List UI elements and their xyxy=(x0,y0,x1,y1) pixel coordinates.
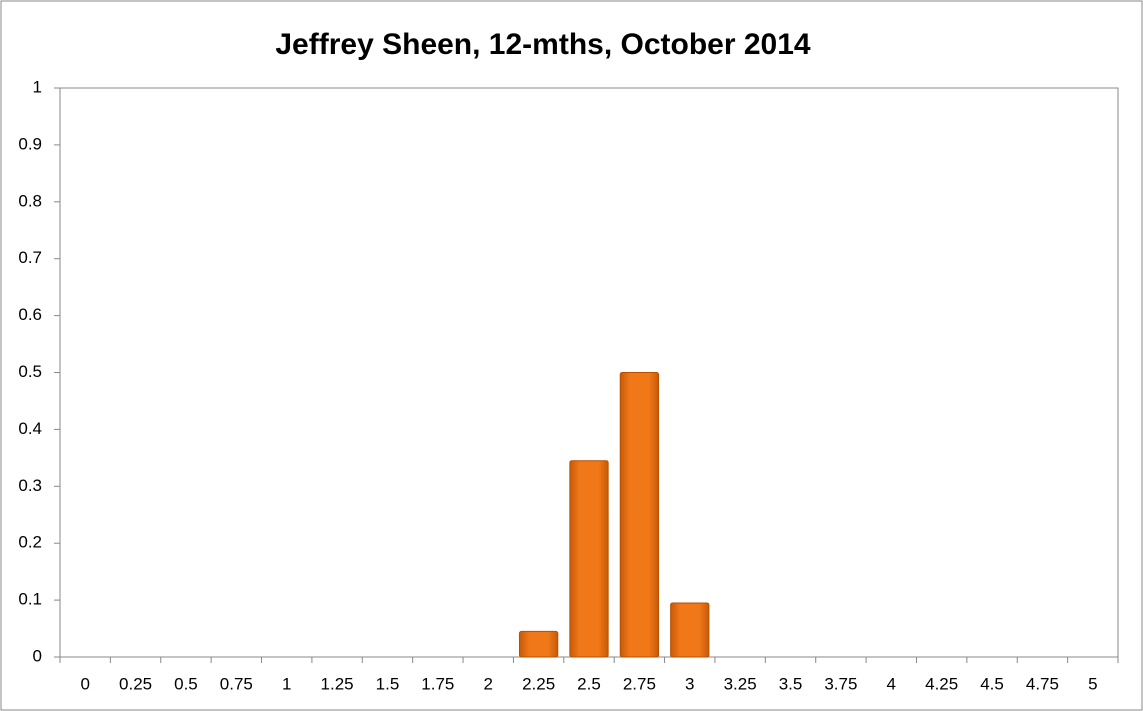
bar xyxy=(569,460,609,658)
y-tick-label: 0.6 xyxy=(18,305,42,324)
y-tick-label: 0.1 xyxy=(18,590,42,609)
x-tick-label: 0.75 xyxy=(220,674,253,693)
x-tick-label: 0.25 xyxy=(119,674,152,693)
x-tick-label: 5 xyxy=(1088,674,1097,693)
x-tick-label: 3.75 xyxy=(824,674,857,693)
x-tick-label: 0 xyxy=(80,674,89,693)
x-tick-label: 4.25 xyxy=(925,674,958,693)
y-tick-label: 0.9 xyxy=(18,134,42,153)
bar xyxy=(619,372,660,658)
x-tick-label: 3.5 xyxy=(779,674,803,693)
chart-title: Jeffrey Sheen, 12-mths, October 2014 xyxy=(275,28,811,61)
y-tick-label: 0.5 xyxy=(18,362,42,381)
x-tick-label: 2.5 xyxy=(577,674,601,693)
y-tick-label: 0.8 xyxy=(18,191,42,210)
y-tick-label: 0 xyxy=(33,646,42,665)
x-tick-label: 1.5 xyxy=(376,674,400,693)
x-tick-label: 1.75 xyxy=(421,674,454,693)
x-tick-label: 2 xyxy=(484,674,493,693)
x-tick-label: 4.5 xyxy=(980,674,1004,693)
x-tick-label: 2.25 xyxy=(522,674,555,693)
x-tick-label: 1 xyxy=(282,674,291,693)
y-tick-label: 0.7 xyxy=(18,248,42,267)
y-tick-label: 1 xyxy=(33,77,42,96)
bar xyxy=(670,602,710,658)
y-tick-label: 0.4 xyxy=(18,419,42,438)
y-tick-label: 0.3 xyxy=(18,476,42,495)
x-tick-label: 4.75 xyxy=(1026,674,1059,693)
y-tick-label: 0.2 xyxy=(18,533,42,552)
x-tick-label: 3.25 xyxy=(724,674,757,693)
x-tick-label: 4 xyxy=(887,674,896,693)
x-tick-label: 3 xyxy=(685,674,694,693)
x-tick-label: 0.5 xyxy=(174,674,198,693)
bar xyxy=(518,630,559,658)
x-tick-label: 2.75 xyxy=(623,674,656,693)
x-tick-label: 1.25 xyxy=(321,674,354,693)
